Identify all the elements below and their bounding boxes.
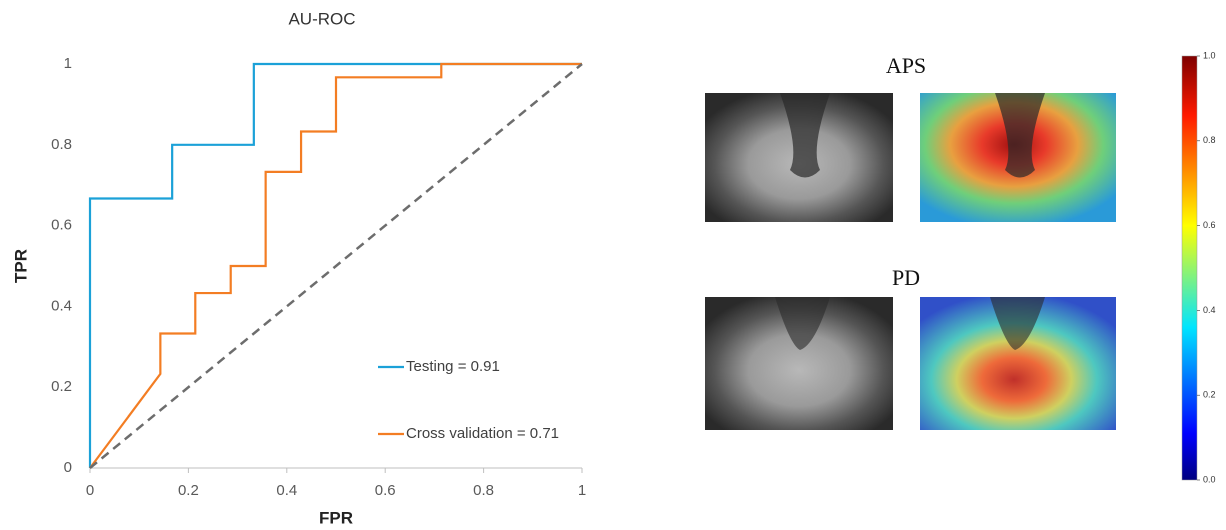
x-axis-label: FPR (319, 508, 353, 527)
x-tick-label: 0.8 (473, 482, 494, 499)
legend-label: Testing = 0.91 (406, 358, 500, 375)
y-tick-label: 1 (64, 55, 72, 72)
panel-title: APS (886, 53, 926, 78)
y-tick-label: 0 (64, 459, 72, 476)
figure: AU-ROC FPR TPR 0 0.2 0.4 0.6 0.8 1 0 0.2 0.4 0.6 0.8 1… (0, 0, 1226, 530)
panel-title: PD (892, 265, 920, 290)
y-tick-label: 0.2 (51, 378, 72, 395)
colorbar-tick-label: 0.4 (1203, 305, 1216, 315)
x-tick-label: 0.6 (375, 482, 396, 499)
x-tick-label: 1 (578, 482, 586, 499)
x-tick-label: 0.2 (178, 482, 199, 499)
page: {"chart_data": [ {"type": "line", "title… (0, 0, 1226, 530)
y-tick-label: 0.4 (51, 297, 72, 314)
y-tick-label: 0.6 (51, 217, 72, 234)
legend-label: Cross validation = 0.71 (406, 425, 559, 442)
x-tick-label: 0 (86, 482, 94, 499)
colorbar-tick-label: 1.0 (1203, 50, 1216, 60)
colorbar-tick-label: 0.0 (1203, 474, 1216, 484)
y-tick-label: 0.8 (51, 136, 72, 153)
chart-title: AU-ROC (288, 9, 355, 28)
colorbar (1182, 56, 1197, 480)
colorbar-tick-label: 0.6 (1203, 220, 1216, 230)
y-axis-label: TPR (11, 249, 30, 283)
x-tick-label: 0.4 (276, 482, 297, 499)
colorbar-tick-label: 0.2 (1203, 390, 1216, 400)
colorbar-tick-label: 0.8 (1203, 135, 1216, 145)
brain-images (705, 93, 1116, 430)
